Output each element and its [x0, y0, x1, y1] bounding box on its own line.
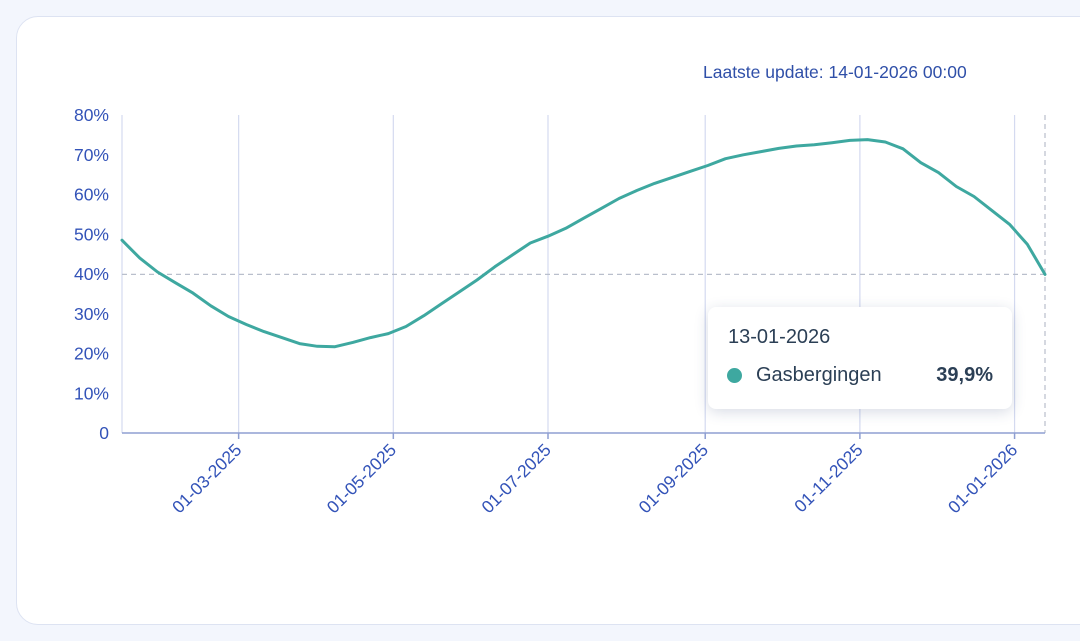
grid-layer — [121, 115, 1046, 433]
last-update-text: Laatste update: 14-01-2026 00:00 — [703, 62, 967, 82]
x-tick-label: 01-11-2025 — [790, 440, 867, 517]
x-tick-label: 01-07-2025 — [477, 440, 554, 517]
y-tick-label: 20% — [74, 344, 109, 364]
tooltip-series-dot-icon — [727, 368, 742, 383]
tooltip-series-value: 39,9% — [936, 364, 993, 386]
x-tick-label: 01-05-2025 — [323, 440, 400, 517]
tooltip-series-name: Gasbergingen — [756, 364, 882, 386]
y-tick-label: 0 — [99, 423, 109, 443]
x-tick-label: 01-03-2025 — [168, 440, 245, 517]
y-tick-label: 80% — [74, 105, 109, 125]
x-tick-label: 01-01-2026 — [944, 440, 1021, 517]
x-tick-label: 01-09-2025 — [635, 440, 712, 517]
y-tick-label: 40% — [74, 264, 109, 284]
y-tick-label: 50% — [74, 224, 109, 244]
series-line-gasbergingen[interactable] — [120, 138, 1047, 349]
chart-tooltip: 13-01-2026 Gasbergingen 39,9% — [708, 307, 1012, 409]
y-tick-label: 60% — [74, 185, 109, 205]
series-layer[interactable] — [120, 138, 1047, 349]
y-tick-label: 70% — [74, 145, 109, 165]
y-tick-label: 30% — [74, 304, 109, 324]
tooltip-date: 13-01-2026 — [728, 326, 831, 348]
y-tick-label: 10% — [74, 383, 109, 403]
